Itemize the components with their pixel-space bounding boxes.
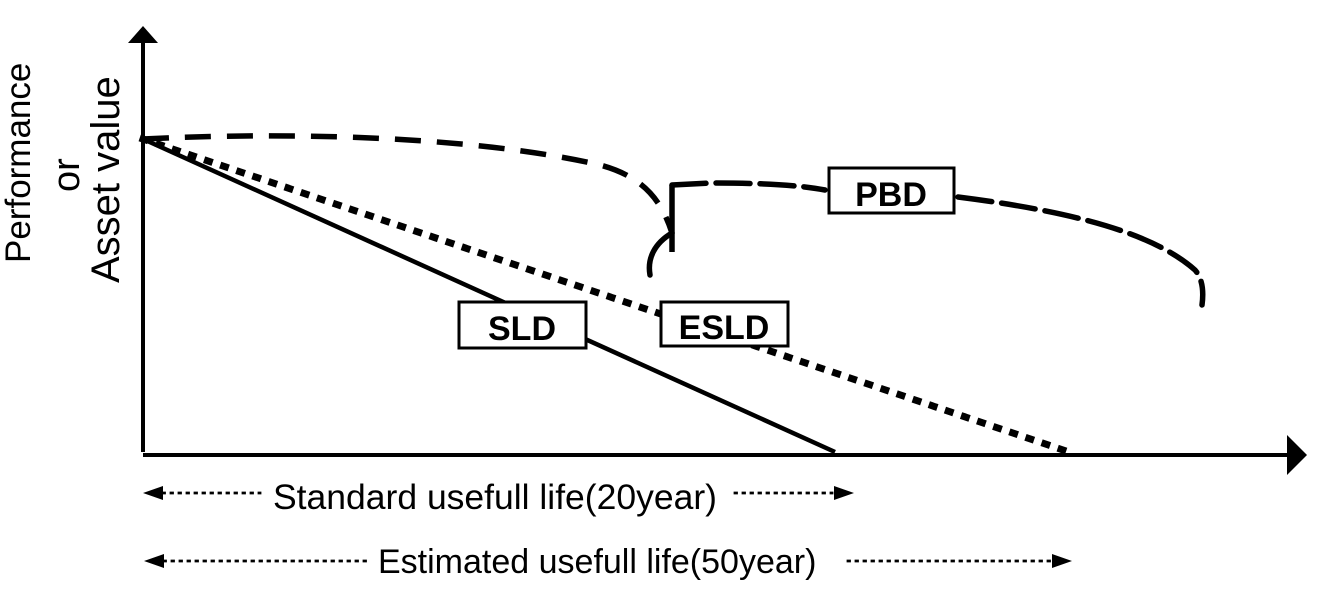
svg-text:Performance: Performance (0, 63, 38, 263)
svg-text:PBD: PBD (855, 176, 927, 214)
svg-text:Asset value: Asset value (84, 76, 128, 283)
svg-text:or: or (46, 158, 88, 192)
svg-text:Estimated usefull life(50year): Estimated usefull life(50year) (378, 543, 816, 581)
svg-text:ESLD: ESLD (679, 309, 770, 347)
svg-text:SLD: SLD (488, 310, 556, 348)
svg-text:Standard usefull life(20year): Standard usefull life(20year) (273, 477, 717, 517)
